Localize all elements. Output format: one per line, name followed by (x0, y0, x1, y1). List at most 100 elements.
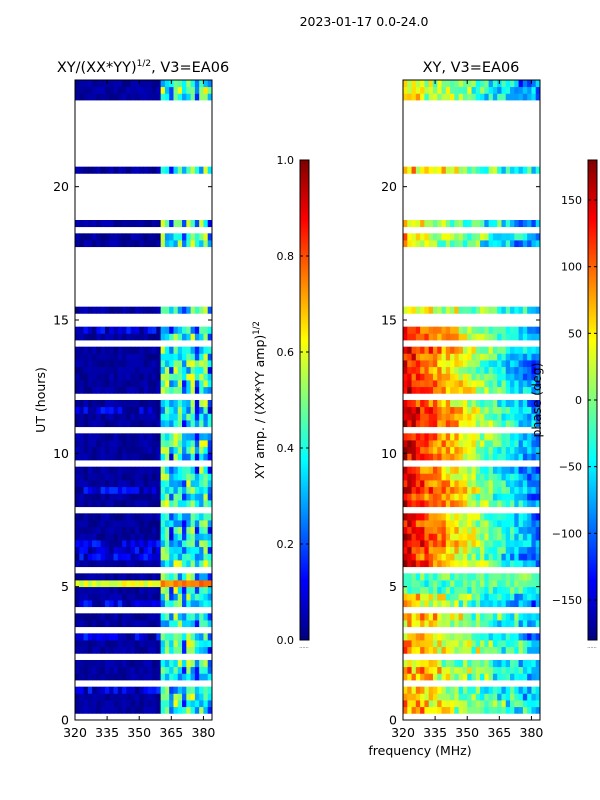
heatmap-cell (501, 706, 507, 714)
heatmap-cell (424, 593, 430, 601)
heatmap-cell (130, 420, 136, 428)
heatmap-cell (454, 486, 460, 494)
heatmap-cell (501, 526, 507, 534)
heatmap-cell (514, 386, 519, 394)
heatmap-cell (428, 673, 434, 681)
heatmap-cell (432, 520, 438, 528)
heatmap-cell (160, 366, 166, 374)
heatmap-cell (420, 413, 425, 421)
heatmap-cell (522, 553, 528, 561)
heatmap-cell (139, 446, 144, 454)
heatmap-cell (130, 580, 136, 588)
heatmap-cell (445, 413, 451, 421)
heatmap-cell (87, 220, 93, 228)
heatmap-cell (75, 533, 80, 541)
heatmap-cell (87, 333, 93, 341)
heatmap-cell (454, 513, 460, 521)
heatmap-cell (407, 346, 412, 354)
heatmap-cell (96, 473, 102, 481)
heatmap-cell (164, 633, 170, 641)
heatmap-cell (75, 166, 80, 174)
heatmap-cell (122, 573, 127, 581)
heatmap-cell (505, 600, 511, 608)
heatmap-cell (203, 560, 209, 568)
heatmap-cell (87, 586, 93, 594)
heatmap-cell (510, 620, 515, 628)
heatmap-cell (501, 366, 507, 374)
heatmap-cell (207, 380, 212, 388)
heatmap-cell (79, 86, 84, 94)
heatmap-cell (92, 526, 97, 534)
heatmap-cell (514, 86, 519, 94)
heatmap-cell (152, 446, 157, 454)
heatmap-cell (454, 346, 460, 354)
heatmap-cell (505, 473, 511, 481)
heatmap-cell (424, 306, 430, 314)
heatmap-cell (535, 700, 540, 708)
heatmap-cell (424, 620, 430, 628)
heatmap-cell (203, 360, 209, 368)
heatmap-cell (475, 366, 481, 374)
heatmap-cell (501, 486, 507, 494)
heatmap-cell (492, 360, 498, 368)
heatmap-cell (203, 486, 209, 494)
heatmap-cell (83, 673, 89, 681)
heatmap-cell (437, 486, 442, 494)
heatmap-cell (139, 326, 144, 334)
heatmap-cell (113, 693, 119, 701)
heatmap-cell (424, 80, 430, 88)
heatmap-cell (462, 86, 468, 94)
heatmap-cell (497, 700, 502, 708)
heatmap-cell (182, 540, 187, 548)
heatmap-cell (79, 526, 84, 534)
heatmap-cell (471, 486, 477, 494)
heatmap-cell (113, 646, 119, 654)
heatmap-cell (130, 540, 136, 548)
heatmap-cell (488, 600, 494, 608)
heatmap-cell (492, 613, 498, 621)
heatmap-cell (407, 333, 412, 341)
heatmap-cell (147, 333, 153, 341)
heatmap-cell (104, 553, 110, 561)
heatmap-cell (147, 633, 153, 641)
heatmap-cell (454, 220, 460, 228)
heatmap-cell (475, 613, 481, 621)
heatmap-cell (458, 440, 464, 448)
heatmap-cell (126, 93, 132, 101)
heatmap-cell (445, 326, 451, 334)
heatmap-cell (411, 333, 417, 341)
heatmap-cell (122, 86, 127, 94)
heatmap-cell (83, 353, 89, 361)
heatmap-cell (531, 326, 537, 334)
heatmap-cell (510, 700, 515, 708)
heatmap-cell (407, 486, 412, 494)
heatmap-cell (130, 646, 136, 654)
heatmap-cell (152, 86, 157, 94)
heatmap-cell (428, 706, 434, 714)
heatmap-cell (492, 453, 498, 461)
heatmap-cell (113, 420, 119, 428)
heatmap-cell (169, 86, 174, 94)
heatmap-cell (126, 446, 132, 454)
heatmap-cell (411, 526, 417, 534)
heatmap-cell (207, 633, 212, 641)
heatmap-cell (480, 440, 485, 448)
heatmap-cell (104, 400, 110, 408)
heatmap-cell (514, 360, 519, 368)
heatmap-cell (79, 93, 84, 101)
heatmap-cell (510, 433, 515, 441)
heatmap-cell (152, 706, 157, 714)
colorbar-tick-label: 1.0 (277, 154, 295, 167)
heatmap-cell (535, 500, 540, 508)
heatmap-cell (134, 400, 140, 408)
heatmap-cell (441, 686, 447, 694)
heatmap-cell (113, 413, 119, 421)
heatmap-cell (113, 573, 119, 581)
heatmap-cell (100, 400, 106, 408)
heatmap-cell (497, 660, 502, 668)
heatmap-cell (527, 640, 532, 648)
heatmap-cell (126, 593, 132, 601)
heatmap-cell (432, 526, 438, 534)
heatmap-cell (484, 513, 490, 521)
heatmap-cell (83, 706, 89, 714)
